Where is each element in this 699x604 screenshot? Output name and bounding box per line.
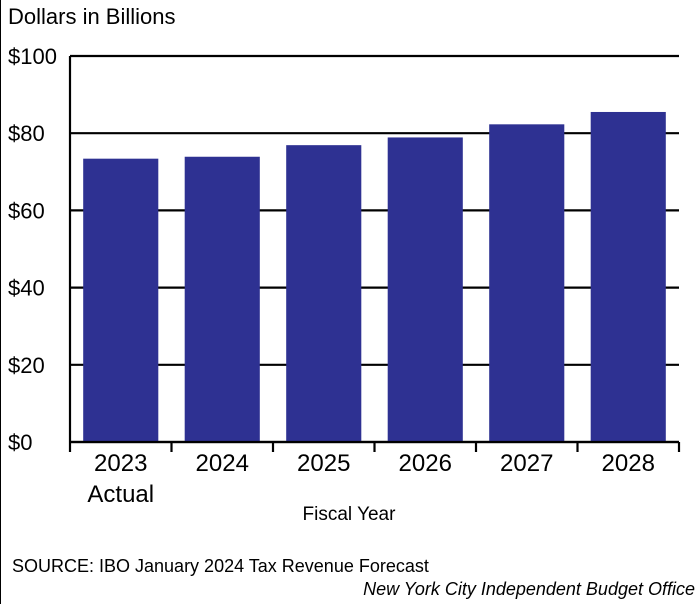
- y-tick-label: $0: [8, 430, 32, 455]
- y-tick-label: $20: [8, 353, 45, 378]
- x-tick-sublabel: Actual: [87, 481, 154, 508]
- bar: [184, 156, 260, 442]
- y-tick-label: $60: [8, 198, 45, 223]
- x-tick-label: 2025: [297, 450, 350, 477]
- x-tick-label: 2026: [399, 450, 452, 477]
- left-border-line: [0, 0, 1, 604]
- x-axis-title: Fiscal Year: [303, 504, 397, 525]
- source-note: SOURCE: IBO January 2024 Tax Revenue For…: [12, 556, 429, 576]
- bar: [489, 124, 565, 443]
- bar: [83, 158, 159, 442]
- x-tick-label: 2028: [602, 450, 655, 477]
- x-tick-label: 2027: [500, 450, 553, 477]
- y-axis-title: Dollars in Billions: [8, 4, 176, 29]
- x-tick-label: 2024: [196, 450, 249, 477]
- y-tick-label: $100: [8, 44, 57, 69]
- bar: [286, 145, 362, 442]
- y-tick-label: $40: [8, 276, 45, 301]
- credit-note: New York City Independent Budget Office: [363, 579, 695, 599]
- x-tick-label: 2023: [94, 450, 147, 477]
- bar: [590, 111, 666, 442]
- bar-chart: $0 $20 $40 $60 $80 $100 2023 Actual 2024 2025 2026…: [8, 44, 681, 525]
- bar: [387, 137, 463, 443]
- y-tick-label: $80: [8, 121, 45, 146]
